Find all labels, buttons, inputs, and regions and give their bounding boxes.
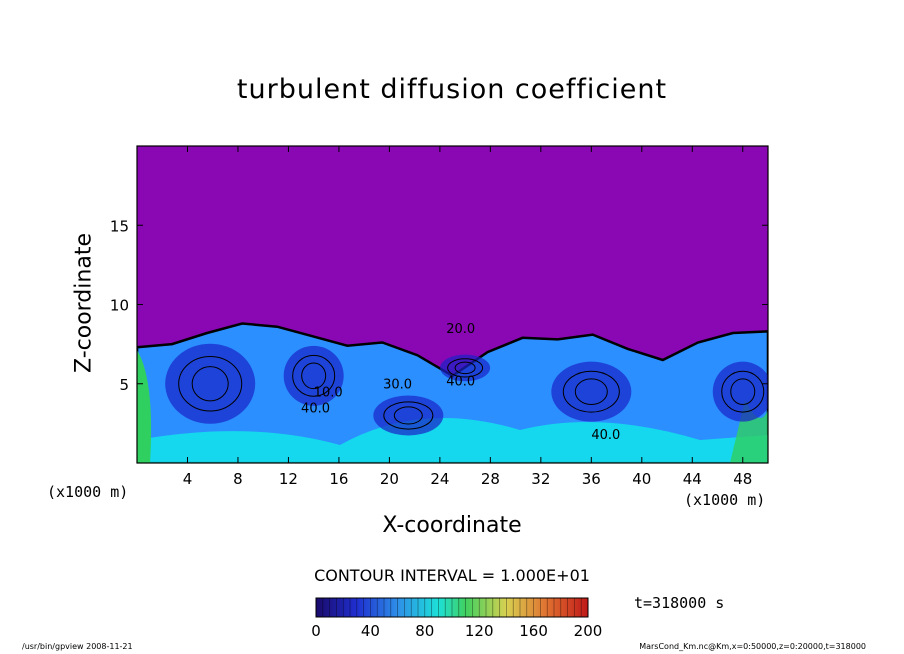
eddy-contour-inner-1 — [301, 362, 327, 390]
contour-label-5: 40.0 — [591, 428, 620, 443]
x-tick-label-6: 28 — [481, 470, 500, 488]
x-unit-label-left: (x1000 m) — [47, 483, 129, 501]
green-patch-left — [137, 350, 152, 463]
y-tick-label-1: 10 — [110, 297, 129, 315]
colorbar-tick-label-3: 120 — [465, 622, 494, 640]
y-tick-label-2: 15 — [110, 217, 129, 235]
colorbar-tick-label-2: 80 — [415, 622, 434, 640]
plot-area: 40.0 20.0 10.0 30.0 40.0 40.0 — [137, 146, 768, 463]
x-axis-label: X-coordinate — [382, 513, 522, 538]
footer-left: /usr/bin/gpview 2008-11-21 — [22, 642, 133, 651]
colorbar-tick-label-1: 40 — [361, 622, 380, 640]
x-tick-label-3: 16 — [329, 470, 348, 488]
eddy-contour-3 — [562, 370, 620, 413]
contour-label-4: 40.0 — [446, 374, 475, 389]
contour-label-3: 30.0 — [383, 378, 412, 393]
x-unit-label-right: (x1000 m) — [684, 491, 766, 509]
contour-label-1: 20.0 — [446, 322, 475, 337]
eddy-core-0 — [165, 343, 256, 424]
eddy-contour-0 — [178, 355, 243, 412]
eddy-contour-inner-5 — [454, 361, 476, 375]
eddy-core-4 — [712, 361, 768, 422]
lower-cyan-band — [137, 418, 768, 463]
x-tick-label-10: 44 — [683, 470, 702, 488]
colorbar-tick-label-0: 0 — [311, 622, 321, 640]
x-tick-label-5: 24 — [430, 470, 449, 488]
x-tick-label-8: 36 — [582, 470, 601, 488]
eddy-contour-inner-2 — [393, 406, 423, 425]
eddy-contour-inner-4 — [730, 378, 756, 406]
y-tick-label-0: 5 — [119, 376, 129, 394]
x-tick-label-9: 40 — [632, 470, 651, 488]
x-tick-label-0: 4 — [183, 470, 193, 488]
x-tick-label-4: 20 — [380, 470, 399, 488]
colorbar-tick-label-5: 200 — [574, 622, 603, 640]
eddy-contour-1 — [292, 354, 336, 397]
eddy-core-3 — [551, 361, 632, 422]
x-tick-label-1: 8 — [233, 470, 243, 488]
x-tick-label-7: 32 — [531, 470, 550, 488]
eddy-contour-5 — [447, 358, 484, 378]
x-tick-label-11: 48 — [733, 470, 752, 488]
eddy-contour-2 — [383, 401, 434, 430]
eddy-contour-inner-0 — [191, 366, 229, 402]
contour-interval-label: CONTOUR INTERVAL = 1.000E+01 — [314, 566, 590, 585]
eddy-contour-inner-3 — [574, 378, 608, 406]
contour-label-2: 10.0 — [314, 385, 343, 400]
green-patch-right — [730, 400, 768, 463]
colorbar-tick-label-4: 160 — [519, 622, 548, 640]
colorbar: 0 40 80 120 160 200 — [311, 597, 603, 640]
footer-right: MarsCond_Km.nc@Km,x=0:50000,z=0:20000,t=… — [639, 642, 866, 651]
x-tick-label-2: 12 — [279, 470, 298, 488]
eddy-contour-4 — [721, 370, 765, 413]
chart-title: turbulent diffusion coefficient — [236, 74, 668, 105]
contour-label-0: 40.0 — [301, 401, 330, 416]
time-label: t=318000 s — [634, 594, 725, 612]
